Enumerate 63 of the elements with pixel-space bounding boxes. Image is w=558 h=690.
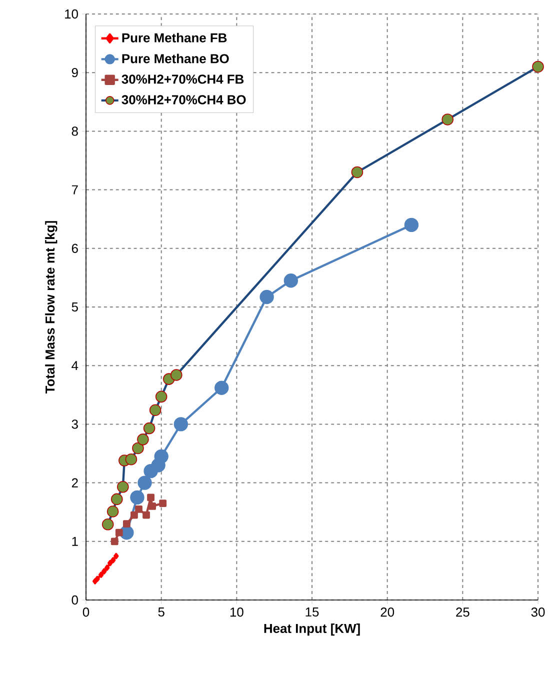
point [115,528,123,536]
point [110,557,116,564]
x-tick-label: 25 [456,608,470,617]
point [137,434,149,446]
point [114,552,119,560]
legend-label: 30%H2+70%CH4 FB [122,74,244,84]
y-tick-label: 9 [72,68,78,78]
point [404,218,419,232]
point [104,564,110,571]
point [142,511,150,519]
point [284,274,298,288]
y-tick-label: 6 [72,244,78,253]
point [108,560,113,566]
y-tick-label: 4 [72,361,78,370]
point [532,60,544,73]
y-tick-label: 0 [72,595,78,605]
x-tick-label: 20 [380,608,394,617]
point [117,481,129,493]
point [159,500,167,507]
point [143,422,156,434]
point [98,572,104,578]
point [92,578,98,584]
point [149,404,162,416]
point [101,568,107,574]
x-tick-label: 0 [82,608,90,617]
x-tick-label: 5 [158,608,164,617]
point [260,290,274,304]
y-tick-label: 8 [72,126,78,136]
point [148,502,156,510]
x-tick-label: 10 [230,608,244,617]
point [154,449,168,464]
point [130,511,138,519]
point [94,576,100,582]
y-tick-label: 3 [72,420,78,429]
point [170,369,182,381]
point [106,506,119,518]
x-tick-label: 15 [306,608,319,617]
legend-label: Pure Methane BO [122,54,229,64]
point [130,490,144,505]
point [110,538,118,546]
y-tick-label: 1 [72,536,78,546]
point [125,453,138,466]
y-tick-label: 2 [72,478,78,488]
point [147,494,154,502]
point [442,114,454,126]
point [214,380,229,395]
y-tick-label: 10 [65,9,78,19]
y-tick-label: 5 [72,302,78,312]
x-tick-label: 30 [531,608,545,617]
point [174,417,188,432]
point [110,493,123,506]
y-axis-title: Total Mass Flow rate mt [kg] [45,221,58,394]
point [351,166,364,178]
point [122,520,130,528]
point [135,505,142,513]
point [155,390,168,403]
legend-label: 30%H2+70%CH4 BO [122,95,246,104]
point [132,442,144,454]
legend-label: Pure Methane FB [122,32,227,42]
x-axis-title: Heat Input [KW] [264,624,360,636]
y-tick-label: 7 [72,185,78,194]
point [138,476,152,490]
point [102,518,114,530]
